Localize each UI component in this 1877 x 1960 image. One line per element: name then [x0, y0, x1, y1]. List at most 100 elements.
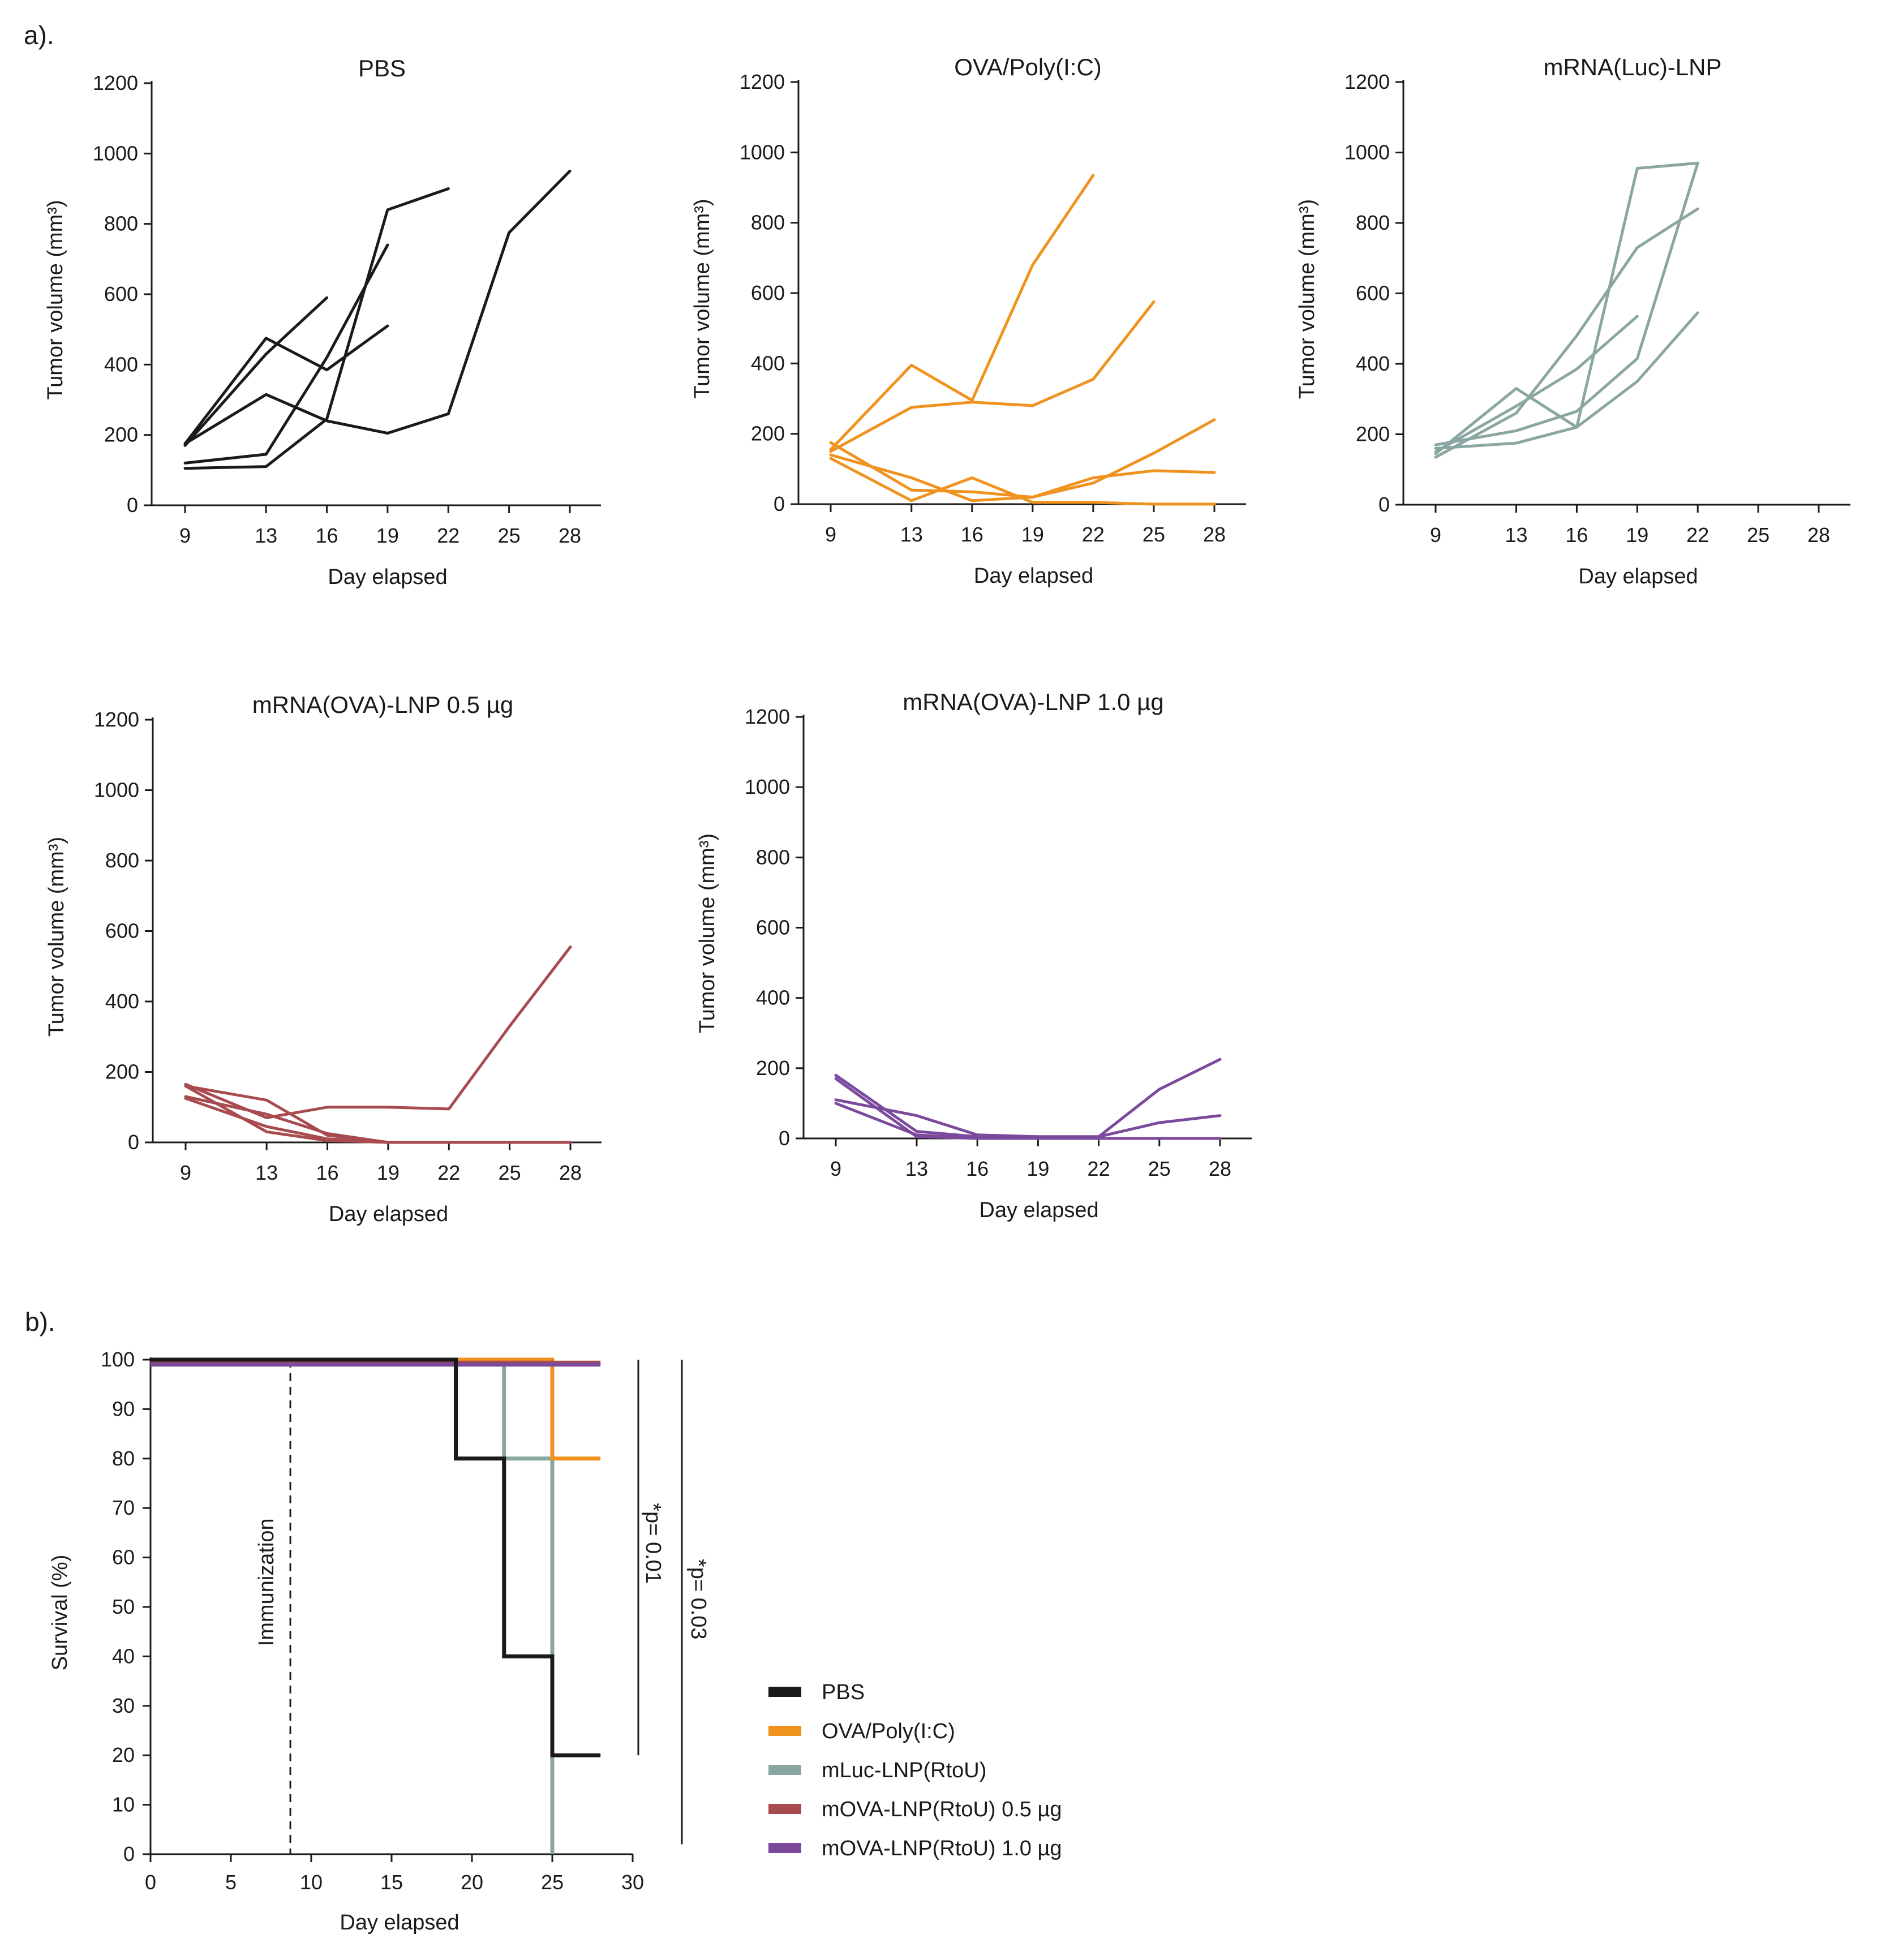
y-tick-label: 200 — [751, 422, 785, 445]
y-tick-label: 40 — [112, 1644, 135, 1667]
y-tick-label: 50 — [112, 1595, 135, 1618]
x-tick-label: 28 — [559, 524, 581, 547]
survival-series-pbs — [151, 1357, 601, 1757]
x-tick-label: 22 — [437, 524, 459, 547]
x-tick-label: 13 — [900, 523, 923, 546]
y-tick-label: 600 — [105, 919, 139, 943]
y-tick-label: 1200 — [740, 70, 785, 93]
y-tick-label: 200 — [104, 423, 138, 446]
x-tick-label: 16 — [961, 523, 983, 546]
y-tick-label: 600 — [751, 281, 785, 304]
series-line — [829, 457, 1216, 506]
x-tick-label: 19 — [1021, 523, 1044, 546]
x-tick-label: 30 — [621, 1871, 644, 1894]
x-tick-label: 22 — [437, 1161, 460, 1184]
y-tick-label: 600 — [1356, 282, 1390, 305]
x-tick-label: 25 — [541, 1871, 564, 1894]
x-tick-label: 25 — [1142, 523, 1165, 546]
x-tick-label: 16 — [316, 524, 338, 547]
y-tick-label: 600 — [104, 282, 138, 306]
x-tick-label: 22 — [1082, 523, 1105, 546]
x-tick-label: 25 — [499, 1161, 521, 1184]
panel-b-label: b). — [25, 1307, 55, 1336]
y-tick-label: 800 — [104, 212, 138, 235]
legend-label: mOVA-LNP(RtoU) 0.5 µg — [822, 1798, 1062, 1821]
immunization-label: Immunization — [255, 1518, 278, 1646]
y-tick-label: 600 — [756, 916, 790, 939]
y-tick-label: 1000 — [93, 141, 138, 165]
series-line — [1434, 311, 1699, 450]
y-tick-label: 400 — [104, 353, 138, 376]
x-tick-label: 25 — [1747, 523, 1769, 547]
chart-title: mRNA(OVA)-LNP 1.0 µg — [903, 689, 1163, 715]
x-tick-label: 9 — [825, 523, 836, 546]
y-tick-label: 800 — [756, 845, 790, 869]
x-tick-label: 16 — [316, 1161, 339, 1184]
y-tick-label: 200 — [105, 1060, 139, 1084]
chart-mova05: 0 200 400 600 800 1000 1200 9 13 16 19 22 25 28 mRNA(O… — [45, 691, 602, 1226]
series-line — [829, 418, 1216, 499]
x-tick-label: 0 — [145, 1871, 156, 1894]
y-tick-label: 400 — [105, 990, 139, 1013]
series-line — [1434, 161, 1699, 455]
y-tick-label: 20 — [112, 1743, 135, 1766]
series-line — [183, 324, 389, 445]
legend-swatch — [768, 1726, 801, 1736]
series-line — [1434, 161, 1699, 446]
legend-swatch — [768, 1843, 801, 1853]
y-axis-title: Survival (%) — [48, 1555, 72, 1671]
y-axis-title: Tumor volume (mm³) — [695, 833, 719, 1033]
chart-title: OVA/Poly(I:C) — [954, 54, 1102, 80]
series-line — [183, 169, 572, 445]
x-tick-label: 9 — [1430, 523, 1441, 547]
x-axis-title: Day elapsed — [974, 564, 1093, 588]
y-tick-label: 90 — [112, 1397, 135, 1420]
x-tick-label: 19 — [376, 524, 399, 547]
series-line — [184, 1084, 572, 1144]
y-axis-title: Tumor volume (mm³) — [45, 837, 68, 1037]
x-tick-label: 19 — [1026, 1157, 1049, 1180]
series-line — [183, 187, 450, 470]
x-tick-label: 13 — [255, 1161, 278, 1184]
x-tick-label: 9 — [830, 1157, 841, 1180]
x-tick-label: 9 — [179, 524, 191, 547]
panel-a-label: a). — [24, 20, 54, 50]
y-tick-label: 0 — [128, 1131, 139, 1154]
y-axis-title: Tumor volume (mm³) — [1295, 199, 1319, 399]
series-line — [1434, 315, 1639, 454]
chart-title: mRNA(OVA)-LNP 0.5 µg — [252, 691, 513, 718]
chart-survival: 0 10 20 30 40 50 60 70 80 90 100 0 5 10 15 20 25 30 Day el… — [48, 1348, 1062, 1935]
series-line — [829, 174, 1095, 452]
y-tick-label: 200 — [756, 1056, 790, 1080]
y-tick-label: 10 — [112, 1793, 135, 1816]
series-line — [834, 1077, 1222, 1140]
y-tick-label: 70 — [112, 1496, 135, 1519]
series-line — [829, 453, 1216, 502]
y-tick-label: 1200 — [94, 708, 139, 731]
y-tick-label: 0 — [774, 492, 785, 515]
chart-ova_polyic: 0 200 400 600 800 1000 1200 9 13 16 19 22 25 28 OVA/Po… — [690, 54, 1246, 588]
y-tick-label: 0 — [1378, 493, 1390, 516]
survival-series-ova_polyic — [456, 1357, 601, 1461]
x-tick-label: 16 — [1565, 523, 1588, 547]
x-tick-label: 22 — [1686, 523, 1709, 547]
x-axis-title: Day elapsed — [1578, 565, 1698, 588]
y-tick-label: 1000 — [740, 140, 785, 164]
series-line — [184, 1084, 390, 1144]
x-tick-label: 28 — [1203, 523, 1226, 546]
y-tick-label: 1000 — [94, 779, 139, 802]
x-tick-label: 28 — [1807, 523, 1830, 547]
x-tick-label: 5 — [225, 1871, 237, 1894]
y-tick-label: 80 — [112, 1447, 135, 1470]
chart-title: PBS — [358, 55, 406, 81]
series-line — [183, 243, 389, 465]
legend-label: OVA/Poly(I:C) — [822, 1720, 955, 1743]
y-tick-label: 0 — [123, 1842, 135, 1866]
chart-mova10: 0 200 400 600 800 1000 1200 9 13 16 19 22 25 28 mRNA(O… — [695, 689, 1252, 1222]
y-axis-title: Tumor volume (mm³) — [690, 199, 714, 398]
significance-label: *p= 0.01 — [641, 1503, 665, 1584]
y-tick-label: 400 — [751, 351, 785, 375]
y-tick-label: 800 — [751, 211, 785, 234]
legend-label: PBS — [822, 1680, 865, 1704]
